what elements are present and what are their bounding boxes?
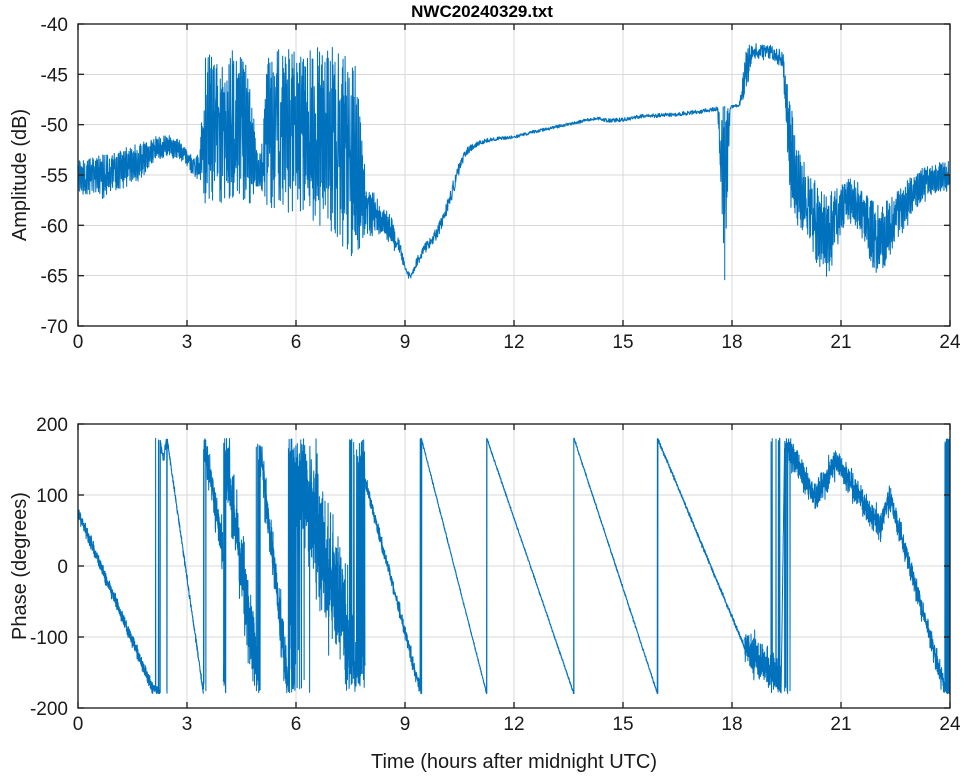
phase-segment bbox=[744, 437, 782, 694]
xtick-label: 3 bbox=[182, 714, 193, 735]
phase-segment bbox=[656, 438, 746, 694]
xtick-label: 18 bbox=[721, 332, 742, 353]
xtick-label: 9 bbox=[400, 714, 411, 735]
phase-segment bbox=[162, 438, 168, 692]
ytick-label: -65 bbox=[41, 267, 68, 288]
xtick-label: 21 bbox=[830, 332, 851, 353]
ytick-label: -55 bbox=[41, 166, 68, 187]
y-axis-label: Phase (degrees) bbox=[9, 492, 31, 640]
phase-segment bbox=[202, 438, 224, 692]
phase-segment bbox=[784, 438, 817, 695]
axes-top bbox=[77, 24, 951, 326]
frame-bottom: 0 3 6 9 12 15 18 21 24 200 100 0 -100 -200 Phase (degr… bbox=[9, 415, 961, 773]
amplitude-trace bbox=[77, 43, 951, 279]
phase-segment bbox=[889, 440, 947, 693]
phase-segment bbox=[815, 450, 837, 508]
phase-segment bbox=[364, 437, 422, 694]
frame-top: 0 3 6 9 12 15 18 21 24 -40 -45 -50 -55 -60 -65 -70 Ampli… bbox=[9, 15, 961, 353]
phase-segment bbox=[166, 438, 204, 694]
xtick-label: 24 bbox=[939, 332, 961, 353]
phase-segment bbox=[573, 437, 659, 695]
xtick-label: 21 bbox=[830, 714, 851, 735]
ytick-label: -45 bbox=[41, 65, 68, 86]
xtick-label: 15 bbox=[612, 332, 633, 353]
ytick-label: -40 bbox=[41, 15, 68, 36]
xtick-label: 0 bbox=[73, 332, 84, 353]
phase-segment bbox=[835, 452, 880, 541]
phase-segment bbox=[222, 438, 261, 694]
xtick-label: 6 bbox=[291, 332, 302, 353]
phase-segment bbox=[77, 509, 154, 694]
ytick-label: 100 bbox=[36, 486, 68, 507]
ytick-label: 200 bbox=[36, 415, 68, 436]
ytick-label: -60 bbox=[41, 216, 68, 237]
xtick-label: 9 bbox=[400, 332, 411, 353]
phase-segment bbox=[420, 437, 488, 695]
xtick-label: 0 bbox=[73, 714, 84, 735]
ytick-label: -100 bbox=[30, 628, 68, 649]
phase-segment bbox=[486, 437, 575, 695]
ytick-label: 0 bbox=[57, 557, 68, 578]
xtick-label: 24 bbox=[939, 714, 961, 735]
xtick-label: 12 bbox=[503, 332, 524, 353]
xtick-label: 3 bbox=[182, 332, 193, 353]
figure-title: NWC20240329.txt bbox=[411, 2, 553, 21]
phase-segment bbox=[288, 438, 366, 694]
xtick-label: 12 bbox=[503, 714, 524, 735]
phase-segment bbox=[259, 445, 290, 694]
phase-segment bbox=[878, 485, 891, 543]
ytick-label: -50 bbox=[41, 116, 68, 137]
axes-bottom bbox=[77, 424, 951, 708]
ytick-label: -70 bbox=[41, 317, 68, 338]
x-axis-label: Time (hours after midnight UTC) bbox=[371, 751, 657, 773]
xtick-label: 6 bbox=[291, 714, 302, 735]
phase-segment bbox=[159, 439, 164, 694]
xtick-label: 15 bbox=[612, 714, 633, 735]
xtick-label: 18 bbox=[721, 714, 742, 735]
ytick-label: -200 bbox=[30, 699, 68, 720]
phase-segment bbox=[780, 448, 786, 694]
y-axis-label: Amplitude (dB) bbox=[9, 109, 31, 241]
phase-segment bbox=[151, 437, 161, 695]
